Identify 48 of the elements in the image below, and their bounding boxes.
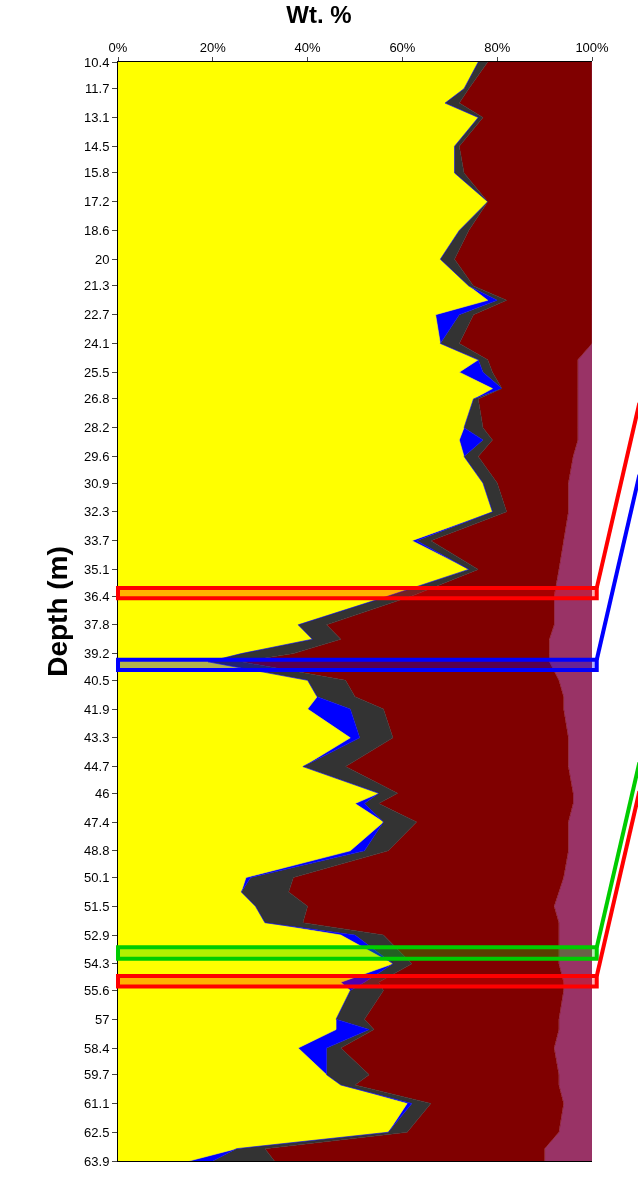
y-tick-label: 41.9	[84, 701, 110, 717]
y-tick-label: 57	[94, 1011, 110, 1027]
chart-title: Wt. %	[286, 0, 352, 28]
y-tick-label: 17.2	[84, 194, 110, 210]
y-tick-label: 44.7	[84, 759, 110, 775]
y-tick-label: 55.6	[84, 983, 110, 999]
y-tick-label: 47.4	[84, 814, 110, 830]
y-tick-label: 52.9	[84, 927, 110, 943]
y-tick-label: 54.3	[84, 956, 110, 972]
x-tick-label: 100%	[575, 39, 610, 55]
y-tick-label: 10.4	[84, 54, 110, 70]
y-tick-label: 29.6	[84, 448, 110, 464]
y-tick-label: 20	[94, 251, 110, 267]
x-tick-label: 40%	[294, 39, 322, 55]
y-tick-label: 43.3	[84, 730, 110, 746]
y-tick-label: 59.7	[84, 1067, 110, 1083]
y-tick-label: 18.6	[84, 222, 110, 238]
y-tick-label: 50.1	[84, 870, 110, 886]
y-tick-label: 36.4	[84, 588, 110, 604]
y-tick-label: 35.1	[84, 561, 110, 577]
y-tick-label: 24.1	[84, 335, 110, 351]
y-tick-label: 37.8	[84, 617, 110, 633]
x-tick-label: 20%	[199, 39, 227, 55]
y-tick-label: 48.8	[84, 843, 110, 859]
y-tick-label: 25.5	[84, 364, 110, 380]
y-axis-title: Depth (m)	[41, 546, 73, 677]
y-tick-label: 46	[94, 785, 110, 801]
y-tick-label: 63.9	[84, 1153, 110, 1169]
y-tick-label: 61.1	[84, 1096, 110, 1112]
y-tick-label: 15.8	[84, 165, 110, 181]
x-tick-label: 60%	[389, 39, 416, 55]
y-tick-label: 51.5	[84, 898, 110, 914]
y-tick-label: 33.7	[84, 533, 110, 549]
y-tick-label: 58.4	[84, 1040, 110, 1056]
y-tick-label: 22.7	[84, 307, 110, 323]
y-tick-label: 40.5	[84, 672, 110, 688]
y-tick-label: 62.5	[84, 1124, 110, 1140]
y-tick-label: 39.2	[84, 646, 110, 662]
y-tick-label: 30.9	[84, 475, 110, 491]
x-tick-label: 80%	[484, 39, 511, 55]
y-tick-label: 28.2	[84, 420, 110, 436]
y-tick-label: 14.5	[84, 138, 110, 154]
x-tick-label: 0%	[108, 39, 128, 55]
y-tick-label: 26.8	[84, 391, 110, 407]
y-tick-label: 32.3	[84, 504, 110, 520]
y-tick-label: 11.7	[85, 81, 110, 97]
y-tick-label: 13.1	[84, 110, 110, 126]
y-tick-label: 21.3	[84, 278, 110, 294]
